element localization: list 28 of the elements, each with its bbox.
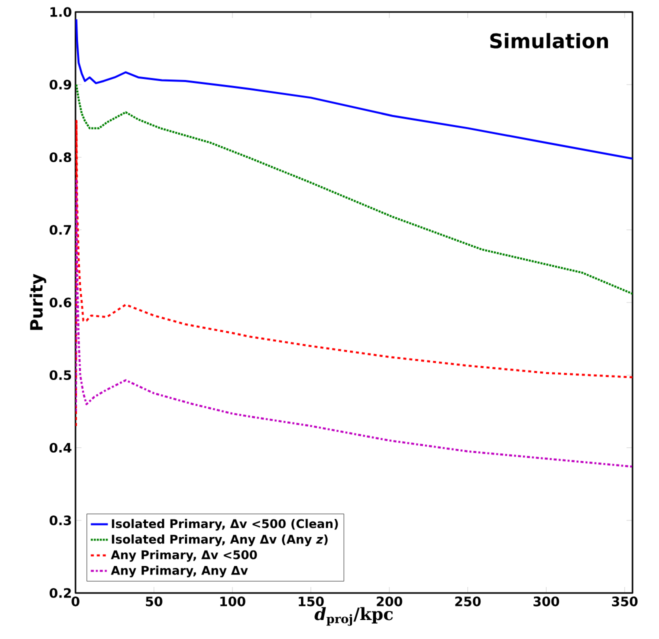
x-tick-label: 350 bbox=[612, 596, 638, 606]
y-tick-label: 0.5 bbox=[50, 370, 72, 380]
legend-label: Isolated Primary, Δv <500 (Clean) bbox=[112, 518, 338, 531]
x-tick-label: 150 bbox=[298, 596, 324, 606]
x-tick-label: 200 bbox=[376, 596, 402, 606]
y-tick-label: 1.0 bbox=[50, 7, 72, 17]
y-tick-label: 0.9 bbox=[50, 80, 72, 90]
legend-label: Isolated Primary, Any Δv (Any z) bbox=[112, 534, 328, 546]
annotation: Simulation bbox=[490, 32, 608, 48]
y-tick-label: 0.4 bbox=[50, 442, 72, 453]
x-tick-label: 300 bbox=[534, 596, 560, 606]
y-tick-label: 0.6 bbox=[50, 298, 72, 308]
line-series bbox=[76, 178, 633, 468]
x-tick-label: 100 bbox=[220, 596, 246, 606]
line-series bbox=[76, 84, 633, 295]
x-tick-label: 0 bbox=[72, 596, 80, 606]
legend-label: Any Primary, Any Δv bbox=[110, 566, 248, 578]
line-series bbox=[76, 120, 633, 427]
y-tick-label: 0.8 bbox=[50, 152, 72, 162]
y-tick-label: 0.2 bbox=[50, 588, 71, 598]
x-tick-label: 50 bbox=[146, 596, 162, 606]
x-axis-title: d$_{proj}$/kpc bbox=[314, 607, 393, 626]
legend-label: Any Primary, Δv <500 bbox=[110, 550, 257, 562]
y-tick-label: 0.3 bbox=[50, 515, 71, 526]
y-axis-title: Purity bbox=[30, 274, 46, 330]
line-series bbox=[76, 18, 633, 160]
y-tick-label: 0.7 bbox=[50, 224, 71, 235]
x-tick-label: 250 bbox=[455, 596, 481, 606]
